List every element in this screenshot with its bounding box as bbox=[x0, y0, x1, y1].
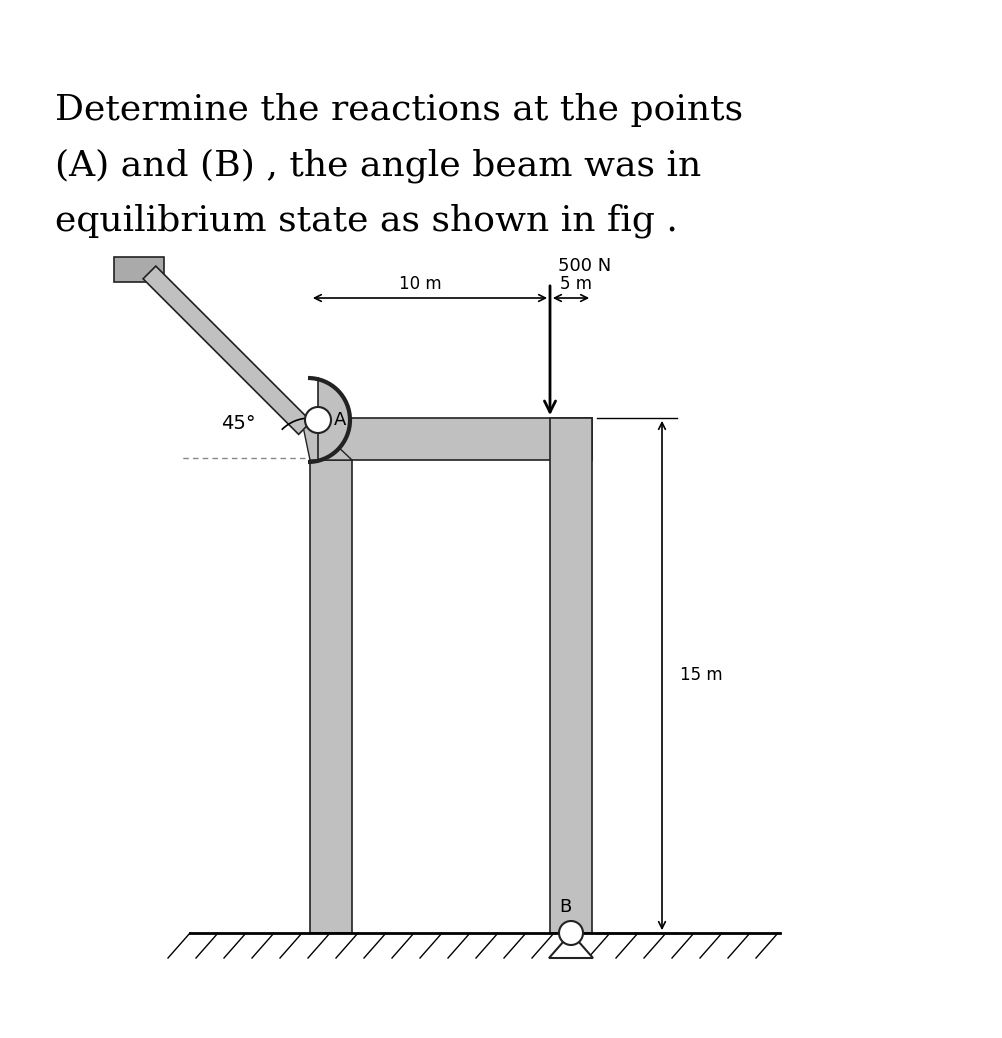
Text: B: B bbox=[558, 898, 570, 916]
Text: 5 m: 5 m bbox=[559, 275, 591, 293]
Polygon shape bbox=[143, 266, 311, 434]
Polygon shape bbox=[310, 460, 352, 933]
Polygon shape bbox=[310, 418, 591, 460]
Text: 15 m: 15 m bbox=[679, 666, 721, 684]
Text: A: A bbox=[334, 411, 346, 429]
Text: 45°: 45° bbox=[220, 413, 256, 433]
Polygon shape bbox=[114, 257, 164, 282]
Polygon shape bbox=[304, 421, 352, 460]
Circle shape bbox=[558, 921, 582, 945]
Polygon shape bbox=[548, 933, 592, 958]
Text: Determine the reactions at the points: Determine the reactions at the points bbox=[55, 93, 742, 127]
Text: equilibrium state as shown in fig .: equilibrium state as shown in fig . bbox=[55, 203, 677, 238]
Polygon shape bbox=[308, 378, 350, 462]
Polygon shape bbox=[549, 418, 591, 933]
Text: (A) and (B) , the angle beam was in: (A) and (B) , the angle beam was in bbox=[55, 148, 700, 183]
Text: 500 N: 500 N bbox=[557, 257, 610, 275]
Circle shape bbox=[305, 407, 331, 433]
Text: 10 m: 10 m bbox=[398, 275, 441, 293]
